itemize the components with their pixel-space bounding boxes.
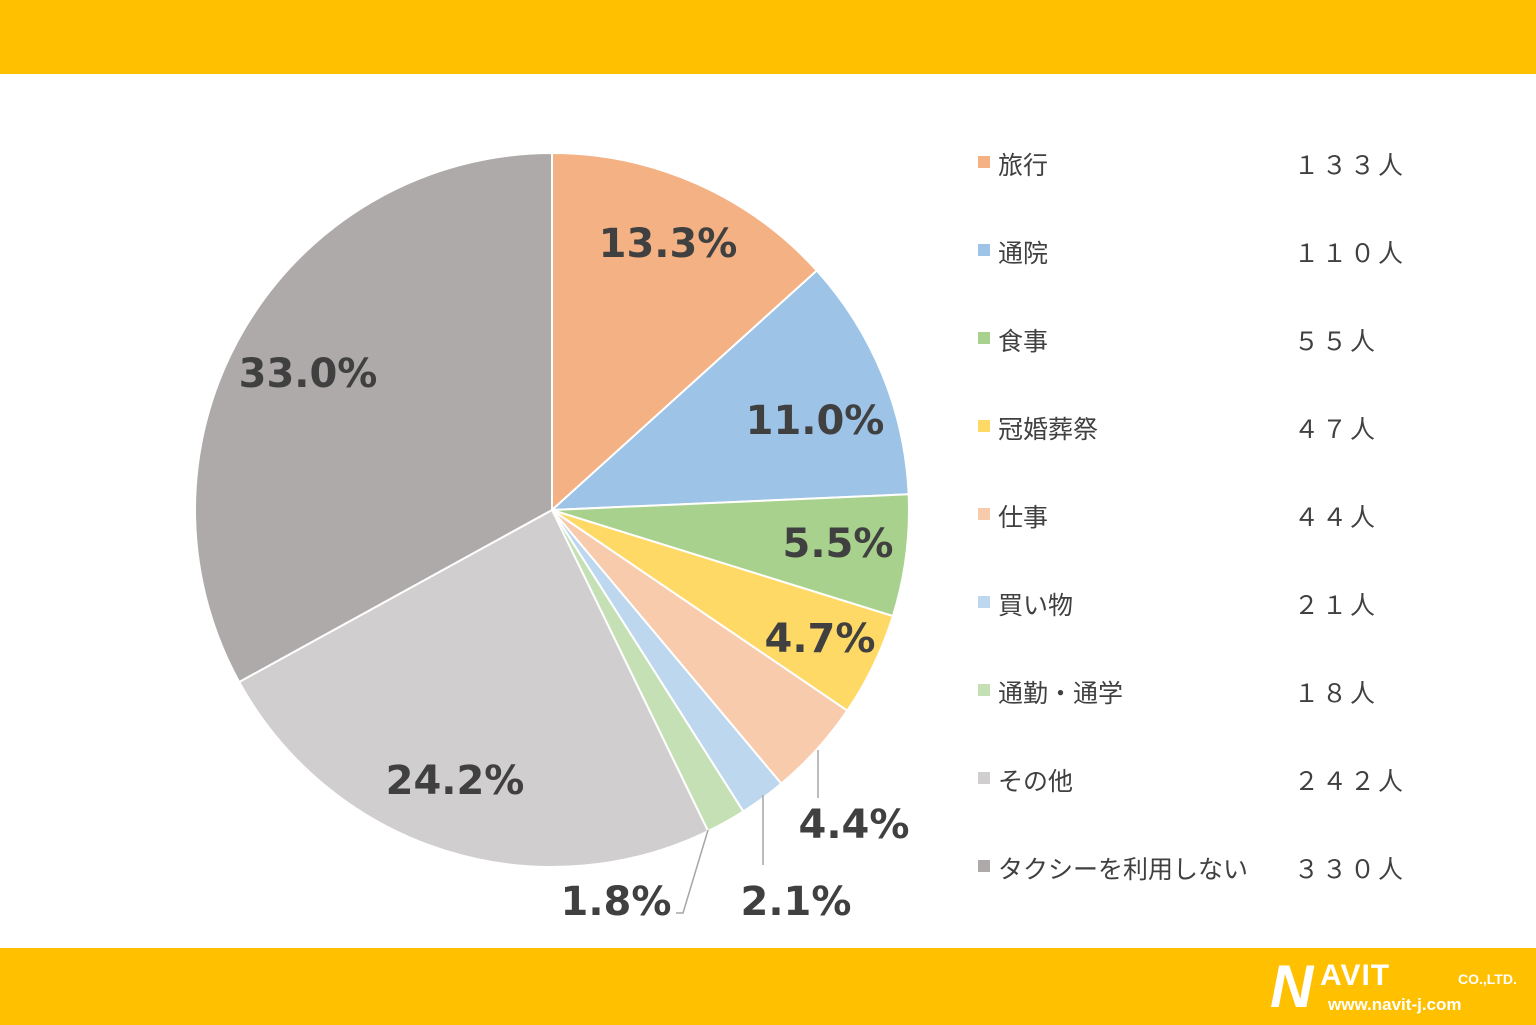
- legend-label: 買い物: [998, 591, 1074, 620]
- legend-label: 旅行: [998, 151, 1049, 180]
- data-label-6: 2.1%: [741, 879, 852, 925]
- legend-count: ２４２人: [1294, 767, 1407, 796]
- data-label-5: 4.4%: [799, 802, 910, 848]
- legend-item: その他 ２４２人: [978, 756, 1438, 844]
- legend-swatch: [978, 332, 990, 344]
- data-label-8: 24.2%: [386, 758, 525, 804]
- top-band: [0, 0, 1536, 74]
- pie-slice-8: [237, 508, 710, 868]
- legend-item: 通勤・通学 １８人: [978, 668, 1438, 756]
- legend-swatch: [978, 860, 990, 872]
- legend-label: 冠婚葬祭: [998, 415, 1099, 444]
- legend-count: ２１人: [1294, 591, 1379, 620]
- legend-item: 通院 １１０人: [978, 228, 1438, 316]
- pie-slice-9: [194, 151, 553, 684]
- pie-slice-2: [549, 269, 910, 512]
- pie-slice-1: [551, 151, 819, 513]
- legend-item: 冠婚葬祭 ４７人: [978, 404, 1438, 492]
- logo-url: www.navit-j.com: [1328, 995, 1462, 1014]
- legend-label: タクシーを利用しない: [998, 855, 1249, 884]
- legend-swatch: [978, 684, 990, 696]
- legend-label: 食事: [998, 327, 1049, 356]
- legend-count: １３３人: [1294, 151, 1407, 180]
- legend-swatch: [978, 156, 990, 168]
- data-label-7: 1.8%: [561, 879, 672, 925]
- legend-label: 仕事: [998, 503, 1049, 532]
- legend-count: １１０人: [1294, 239, 1407, 268]
- legend-count: ４７人: [1294, 415, 1379, 444]
- legend-count: ４４人: [1294, 503, 1379, 532]
- legend-swatch: [978, 420, 990, 432]
- data-label-2: 11.0%: [746, 398, 885, 444]
- legend-label: 通院: [998, 239, 1049, 268]
- data-label-4: 4.7%: [765, 616, 876, 662]
- logo-initial: N: [1270, 953, 1314, 1020]
- legend-count: １８人: [1294, 679, 1379, 708]
- legend-swatch: [978, 244, 990, 256]
- data-label-9: 33.0%: [239, 351, 378, 397]
- legend-swatch: [978, 596, 990, 608]
- legend-item: タクシーを利用しない ３３０人: [978, 844, 1438, 932]
- leader-line-7: [676, 829, 709, 914]
- bottom-band: [0, 948, 1536, 1025]
- legend-item: 買い物 ２１人: [978, 580, 1438, 668]
- logo-company-suffix: CO.,LTD.: [1458, 971, 1517, 987]
- legend-label: その他: [998, 767, 1074, 796]
- pie-chart: 13.3% 11.0% 5.5% 4.7% 4.4% 2.1% 1.8% 24.2% 33.0%: [194, 151, 910, 925]
- legend-count: ３３０人: [1294, 855, 1407, 884]
- legend-item: 食事 ５５人: [978, 316, 1438, 404]
- legend-swatch: [978, 772, 990, 784]
- legend-label: 通勤・通学: [998, 679, 1124, 708]
- navit-logo: N AVIT CO.,LTD. www.navit-j.com: [1268, 955, 1530, 1019]
- legend-swatch: [978, 508, 990, 520]
- data-label-3: 5.5%: [783, 521, 894, 567]
- chart-legend: 旅行 １３３人通院 １１０人食事 ５５人冠婚葬祭 ４７人仕事 ４４人買い物 ２１人通勤・通学…: [978, 140, 1438, 932]
- logo-wordmark: AVIT: [1320, 959, 1391, 992]
- data-label-1: 13.3%: [599, 221, 738, 267]
- legend-item: 仕事 ４４人: [978, 492, 1438, 580]
- legend-count: ５５人: [1294, 327, 1379, 356]
- legend-item: 旅行 １３３人: [978, 140, 1438, 228]
